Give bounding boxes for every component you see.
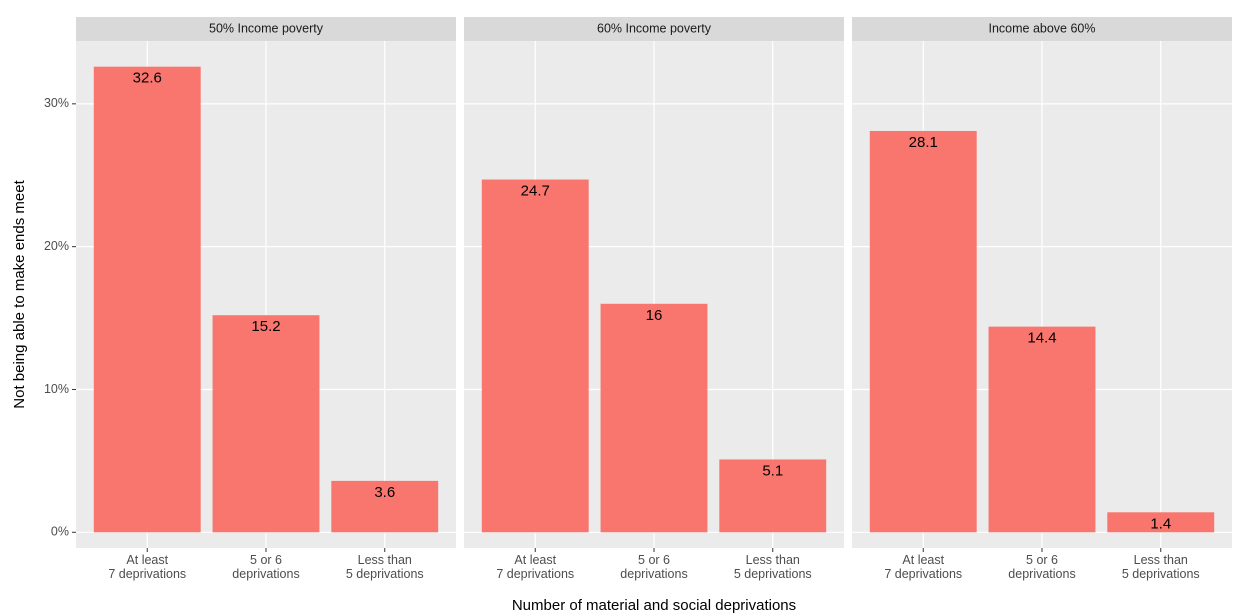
value-label: 32.6 xyxy=(133,70,162,87)
x-tick-label-box: Less than 5 deprivations xyxy=(733,553,812,581)
x-tick-label: Less than 5 deprivations xyxy=(733,553,812,581)
y-tick-label: 10% xyxy=(44,382,69,396)
value-label: 3.6 xyxy=(374,484,395,501)
x-tick-label: At least 7 deprivations xyxy=(496,553,575,581)
strip-title: 50% Income poverty xyxy=(209,21,324,35)
y-tick-label: 30% xyxy=(44,96,69,110)
bar xyxy=(988,326,1096,533)
value-label: 15.2 xyxy=(251,318,280,335)
value-label: 16 xyxy=(646,307,663,324)
value-label: 14.4 xyxy=(1027,330,1056,347)
x-tick-label: 5 or 6 deprivations xyxy=(232,553,300,581)
x-tick-label-box: Less than 5 deprivations xyxy=(1121,553,1200,581)
x-tick-label: 5 or 6 deprivations xyxy=(620,553,688,581)
x-tick-label: At least 7 deprivations xyxy=(884,553,963,581)
x-tick-label-box: At least 7 deprivations xyxy=(884,553,963,581)
y-tick-label: 20% xyxy=(44,239,69,253)
x-tick-label: 5 or 6 deprivations xyxy=(1008,553,1076,581)
strip-title: Income above 60% xyxy=(988,21,1095,35)
x-tick-label: Less than 5 deprivations xyxy=(345,553,424,581)
bar xyxy=(869,130,977,533)
strip xyxy=(464,17,844,41)
x-tick-label-box: 5 or 6 deprivations xyxy=(1008,553,1076,581)
value-label: 28.1 xyxy=(909,134,938,151)
value-label: 5.1 xyxy=(762,462,783,479)
x-tick-label-box: At least 7 deprivations xyxy=(496,553,575,581)
strip-title: 60% Income poverty xyxy=(597,21,712,35)
bar xyxy=(481,179,589,533)
bar xyxy=(331,480,439,533)
x-tick-label: Less than 5 deprivations xyxy=(1121,553,1200,581)
x-axis-label: Number of material and social deprivatio… xyxy=(512,597,796,614)
strip xyxy=(76,17,456,41)
strip xyxy=(852,17,1232,41)
y-axis-label: Not being able to make ends meet xyxy=(11,179,28,408)
bar xyxy=(93,66,201,533)
bar xyxy=(600,303,708,533)
y-tick-label: 0% xyxy=(51,525,69,539)
value-label: 24.7 xyxy=(521,183,550,200)
value-label: 1.4 xyxy=(1150,515,1171,532)
bar xyxy=(1107,512,1215,533)
x-tick-label: At least 7 deprivations xyxy=(108,553,187,581)
bar xyxy=(212,315,320,533)
x-tick-label-box: At least 7 deprivations xyxy=(108,553,187,581)
x-tick-label-box: Less than 5 deprivations xyxy=(345,553,424,581)
x-tick-label-box: 5 or 6 deprivations xyxy=(232,553,300,581)
x-tick-label-box: 5 or 6 deprivations xyxy=(620,553,688,581)
bar xyxy=(719,459,827,533)
